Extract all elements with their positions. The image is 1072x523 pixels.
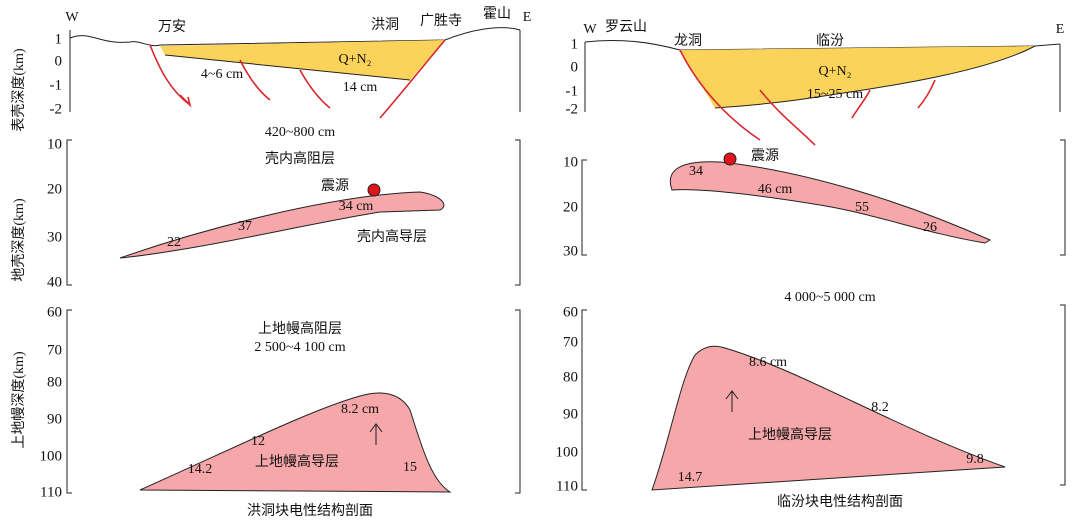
- label: 震源: [321, 178, 349, 194]
- label: 霍山: [483, 6, 511, 22]
- label: 4~6 cm: [201, 67, 243, 82]
- label: Q+N₂: [819, 64, 852, 79]
- tick: 80: [47, 374, 62, 390]
- tick: 20: [47, 181, 62, 197]
- label: 广胜寺: [420, 13, 462, 29]
- tick: 100: [40, 448, 63, 464]
- axis-label: 地壳深度(km): [10, 198, 27, 282]
- tick: 110: [40, 484, 62, 500]
- tick: 10: [563, 154, 578, 170]
- label: 龙洞: [674, 33, 702, 49]
- label: 55: [855, 200, 869, 215]
- label: 8.2: [871, 400, 889, 415]
- right-shapes: [581, 39, 1066, 491]
- left-texts: 表壳深度(km) 地壳深度(km) 上地幔深度(km) 1 0 -1 -2 10…: [10, 6, 531, 519]
- tick: 60: [563, 304, 578, 320]
- label: 2 500~4 100 cm: [254, 340, 345, 355]
- tick: -2: [50, 101, 63, 117]
- label: 临汾: [816, 33, 844, 49]
- tick: 0: [55, 53, 63, 69]
- tick: 1: [571, 36, 579, 52]
- tick: 20: [563, 199, 578, 215]
- label: 12: [251, 434, 265, 449]
- tick: 60: [47, 304, 62, 320]
- tick: 30: [47, 229, 62, 245]
- label: 上地幔高导层: [748, 426, 832, 443]
- tick: 70: [563, 334, 578, 350]
- left-shapes: [66, 27, 521, 494]
- label: 洪洞: [371, 17, 399, 33]
- label: 8.6 cm: [749, 355, 787, 370]
- tick: 70: [47, 342, 62, 358]
- label: E: [1056, 22, 1065, 37]
- label: 上地幔高导层: [255, 453, 339, 470]
- label: 14.2: [188, 462, 213, 477]
- label: 震源: [751, 148, 779, 164]
- tick: 100: [556, 444, 579, 460]
- tick: 80: [563, 369, 578, 385]
- label: 22: [167, 235, 181, 250]
- label: E: [523, 10, 532, 25]
- label: 4 000~5 000 cm: [784, 290, 875, 305]
- label: 34 cm: [339, 199, 374, 214]
- tick: 90: [47, 411, 62, 427]
- label: 46 cm: [758, 182, 793, 197]
- caption: 临汾块电性结构剖面: [777, 494, 903, 510]
- caption: 洪洞块电性结构剖面: [247, 503, 373, 519]
- label: 15: [403, 460, 417, 475]
- label: Q+N₂: [339, 52, 372, 67]
- label: W: [583, 22, 597, 37]
- label: 34: [689, 164, 703, 179]
- label: W: [65, 10, 79, 25]
- label: 26: [923, 220, 937, 235]
- label: 罗云山: [605, 19, 647, 35]
- label: 上地幔高阻层: [258, 320, 342, 337]
- label: 15~25 cm: [807, 87, 863, 102]
- tick: 110: [556, 478, 578, 494]
- axis-label: 上地幔深度(km): [11, 351, 27, 449]
- label: 14.7: [678, 470, 703, 485]
- right-texts: 1 0 -1 -2 10 20 30 60 70 80 90 100 110 W…: [556, 19, 1065, 510]
- label: 壳内高阻层: [265, 150, 335, 167]
- tick: -1: [50, 77, 63, 93]
- tick: 10: [47, 136, 62, 152]
- label: 420~800 cm: [265, 125, 335, 140]
- label: 37: [238, 219, 252, 234]
- tick: -2: [566, 101, 579, 117]
- tick: 40: [47, 274, 62, 290]
- tick: 0: [571, 59, 579, 75]
- axis-label: 表壳深度(km): [10, 48, 27, 132]
- tick: -1: [566, 83, 579, 99]
- label: 14 cm: [343, 80, 378, 95]
- label: 8.2 cm: [341, 402, 379, 417]
- tick: 1: [55, 31, 63, 47]
- label: 壳内高导层: [357, 228, 427, 245]
- tick: 30: [563, 243, 578, 259]
- label: 9.8: [966, 452, 984, 467]
- label: 万安: [158, 19, 186, 35]
- tick: 90: [563, 406, 578, 422]
